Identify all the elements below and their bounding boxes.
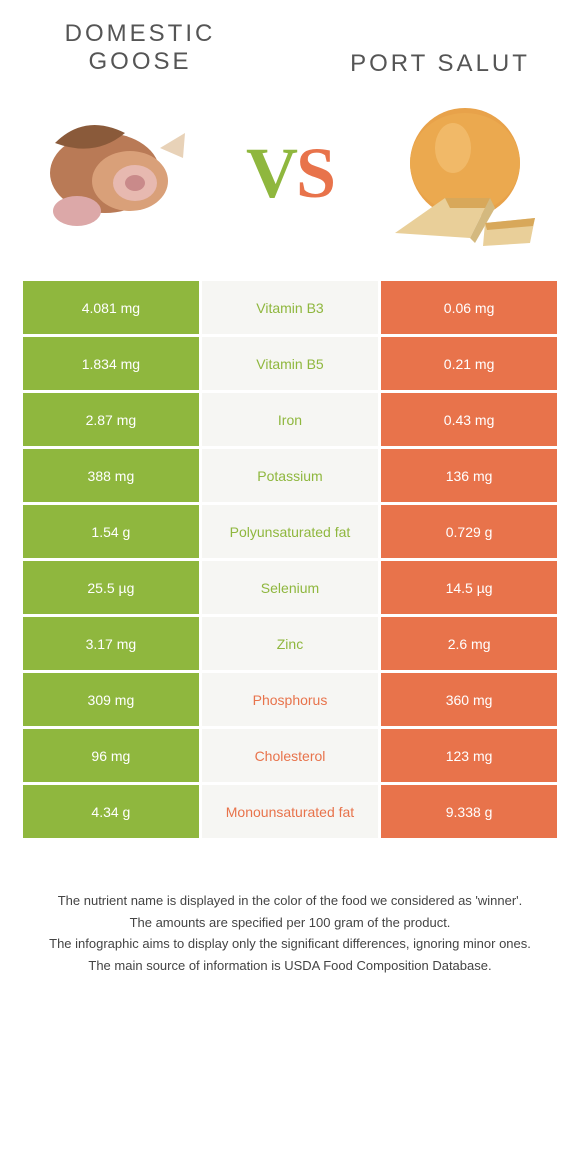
table-row: 3.17 mgZinc2.6 mg	[22, 616, 559, 672]
nutrient-table: 4.081 mgVitamin B30.06 mg1.834 mgVitamin…	[20, 278, 560, 841]
table-row: 25.5 µgSelenium14.5 µg	[22, 560, 559, 616]
right-value: 136 mg	[380, 448, 559, 504]
table-row: 4.081 mgVitamin B30.06 mg	[22, 280, 559, 336]
nutrient-name: Phosphorus	[200, 672, 379, 728]
left-value: 1.834 mg	[22, 336, 201, 392]
left-value: 1.54 g	[22, 504, 201, 560]
table-row: 96 mgCholesterol123 mg	[22, 728, 559, 784]
table-row: 1.54 gPolyunsaturated fat0.729 g	[22, 504, 559, 560]
left-value: 96 mg	[22, 728, 201, 784]
vs-s: S	[296, 133, 334, 213]
right-value: 9.338 g	[380, 784, 559, 840]
left-value: 3.17 mg	[22, 616, 201, 672]
vs-v: V	[246, 133, 296, 213]
right-value: 0.06 mg	[380, 280, 559, 336]
right-value: 14.5 µg	[380, 560, 559, 616]
nutrient-name: Polyunsaturated fat	[200, 504, 379, 560]
nutrient-name: Cholesterol	[200, 728, 379, 784]
table-row: 4.34 gMonounsaturated fat9.338 g	[22, 784, 559, 840]
note-line: The main source of information is USDA F…	[40, 956, 540, 976]
nutrient-name: Potassium	[200, 448, 379, 504]
nutrient-name: Monounsaturated fat	[200, 784, 379, 840]
nutrient-name: Iron	[200, 392, 379, 448]
table-row: 388 mgPotassium136 mg	[22, 448, 559, 504]
note-line: The infographic aims to display only the…	[40, 934, 540, 954]
left-value: 388 mg	[22, 448, 201, 504]
nutrient-name: Selenium	[200, 560, 379, 616]
goose-image	[30, 98, 210, 248]
footnotes: The nutrient name is displayed in the co…	[40, 891, 540, 975]
right-food-title: Port Salut	[340, 20, 540, 78]
table-row: 2.87 mgIron0.43 mg	[22, 392, 559, 448]
right-value: 0.729 g	[380, 504, 559, 560]
image-row: VS	[0, 88, 580, 278]
note-line: The nutrient name is displayed in the co…	[40, 891, 540, 911]
header: Domestic goose Port Salut	[0, 0, 580, 88]
right-value: 2.6 mg	[380, 616, 559, 672]
note-line: The amounts are specified per 100 gram o…	[40, 913, 540, 933]
right-value: 0.43 mg	[380, 392, 559, 448]
nutrient-name: Zinc	[200, 616, 379, 672]
left-value: 309 mg	[22, 672, 201, 728]
nutrient-name: Vitamin B5	[200, 336, 379, 392]
left-value: 4.34 g	[22, 784, 201, 840]
right-value: 123 mg	[380, 728, 559, 784]
table-row: 309 mgPhosphorus360 mg	[22, 672, 559, 728]
left-value: 4.081 mg	[22, 280, 201, 336]
table-row: 1.834 mgVitamin B50.21 mg	[22, 336, 559, 392]
right-value: 360 mg	[380, 672, 559, 728]
left-food-title: Domestic goose	[40, 20, 240, 76]
left-value: 25.5 µg	[22, 560, 201, 616]
left-value: 2.87 mg	[22, 392, 201, 448]
right-value: 0.21 mg	[380, 336, 559, 392]
vs-label: VS	[246, 132, 334, 215]
nutrient-name: Vitamin B3	[200, 280, 379, 336]
cheese-image	[370, 98, 550, 248]
